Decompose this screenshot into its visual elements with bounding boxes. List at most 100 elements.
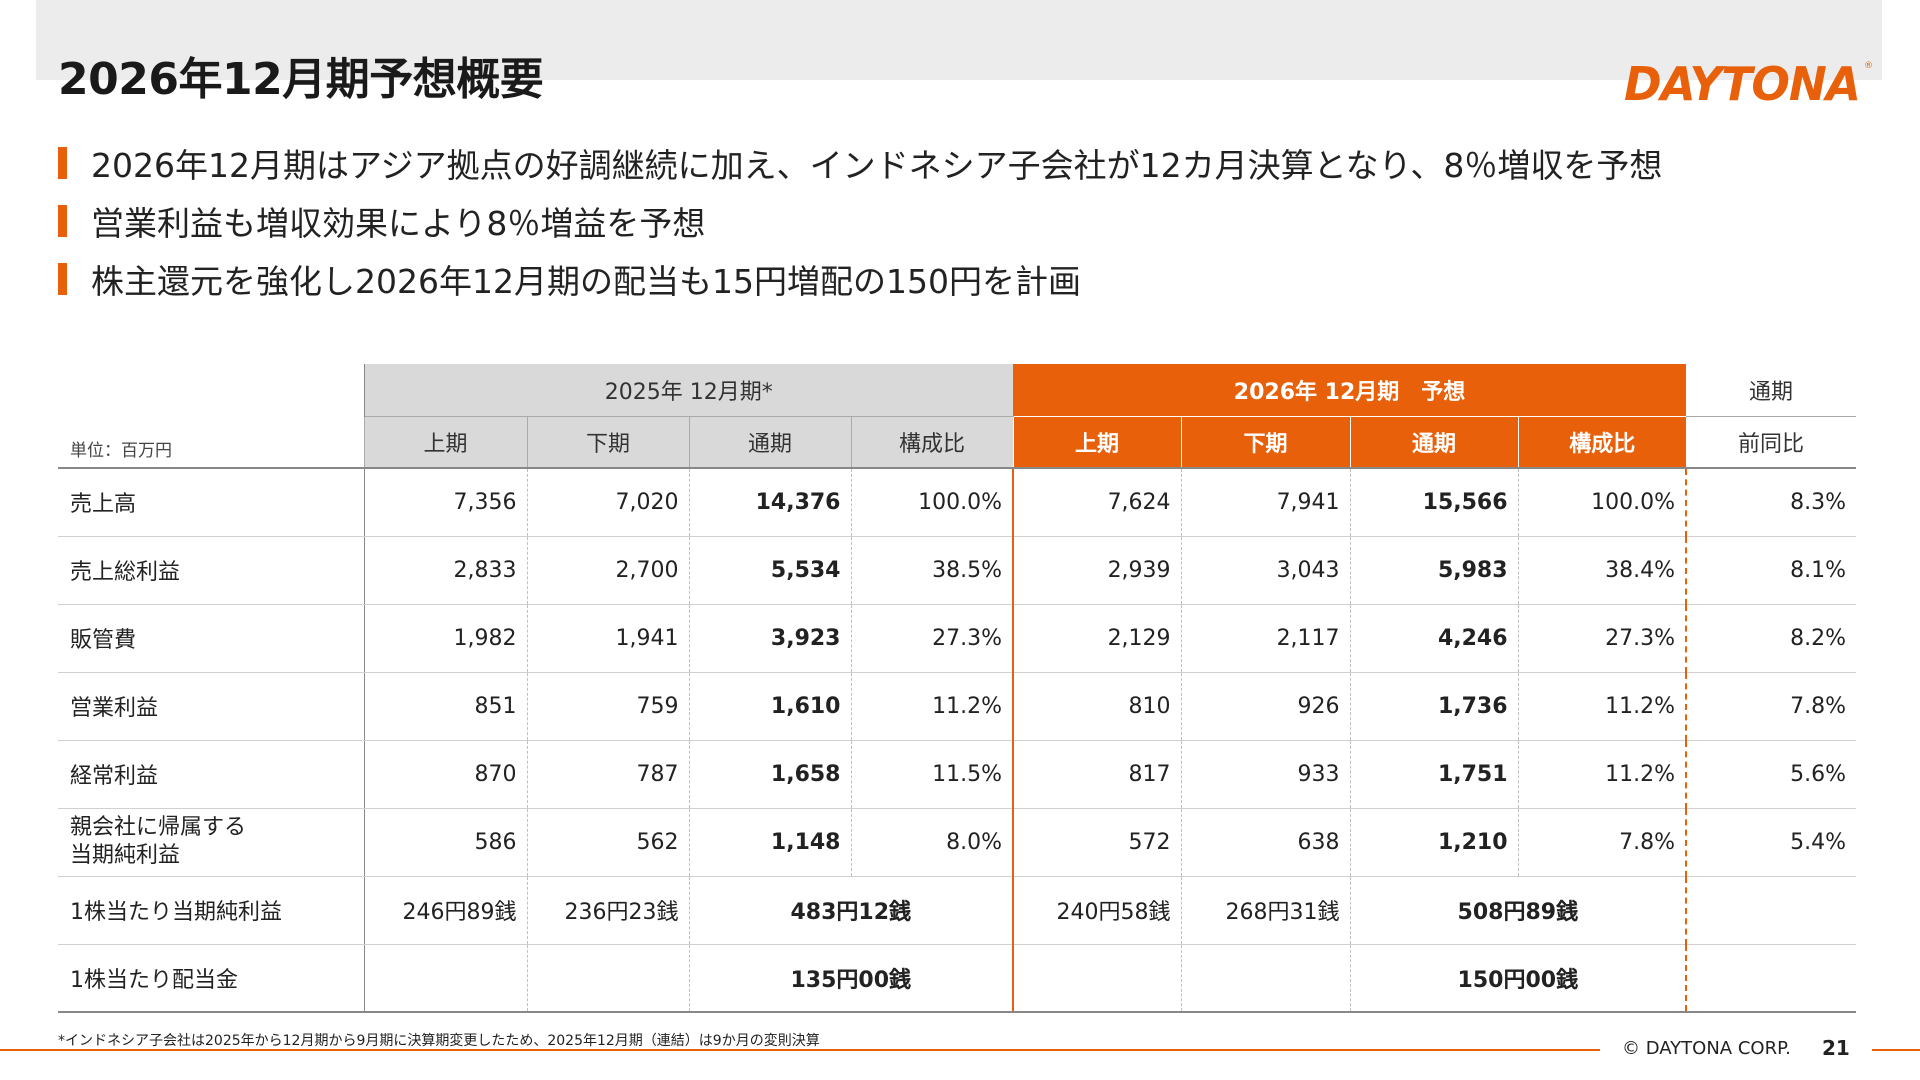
logo-text: DAYTONA <box>1624 57 1860 110</box>
cell: 870 <box>363 740 527 809</box>
row-label: 1株当たり当期純利益 <box>58 876 364 945</box>
table-row-eps: 1株当たり当期純利益 246円89銭 236円23銭 483円12銭 240円5… <box>58 876 1857 945</box>
bullet-item: 営業利益も増収効果により8％増益を予想 <box>58 192 1662 250</box>
cell: 8.1% <box>1686 536 1857 605</box>
cell: 638 <box>1180 808 1351 877</box>
header-2025-ratio: 構成比 <box>850 415 1014 469</box>
bullet-text: 2026年12月期はアジア拠点の好調継続に加え、インドネシア子会社が12カ月決算… <box>91 146 1663 185</box>
row-label: 売上総利益 <box>58 536 364 605</box>
cell: 851 <box>363 672 527 741</box>
cell: 11.2% <box>1517 672 1688 741</box>
header-2025-fy: 通期 <box>688 415 851 469</box>
cell: 1,751 <box>1349 740 1519 809</box>
copyright: © DAYTONA CORP. <box>1622 1038 1791 1059</box>
cell-empty <box>526 944 689 1013</box>
row-label-line1: 親会社に帰属する <box>70 815 247 840</box>
table-row: 営業利益 851 759 1,610 11.2% 810 926 1,736 1… <box>58 672 1857 741</box>
cell: 2,939 <box>1012 536 1182 605</box>
cell: 3,923 <box>688 604 851 673</box>
header-full-year: 通期 <box>1749 379 1794 405</box>
cell: 135円00銭 <box>688 944 1014 1013</box>
cell-empty <box>1686 876 1857 945</box>
header-2025: 2025年 12月期* <box>363 364 1014 416</box>
bullet-item: 2026年12月期はアジア拠点の好調継続に加え、インドネシア子会社が12カ月決算… <box>58 134 1662 192</box>
footer-rule-right <box>1872 1049 1920 1051</box>
cell: 562 <box>526 808 689 877</box>
header-2025-h1: 上期 <box>363 415 527 469</box>
header-2026-fy: 通期 <box>1349 415 1519 469</box>
cell: 2,129 <box>1012 604 1182 673</box>
cell: 1,610 <box>688 672 851 741</box>
cell: 11.2% <box>1517 740 1688 809</box>
row-label: 営業利益 <box>58 672 364 741</box>
cell-empty <box>1180 944 1351 1013</box>
header-2026-h1: 上期 <box>1012 415 1182 469</box>
cell: 572 <box>1012 808 1182 877</box>
header-2026-forecast: 2026年 12月期 予想 <box>1013 364 1687 416</box>
title-band <box>36 0 1882 80</box>
cell: 11.2% <box>850 672 1014 741</box>
cell: 38.5% <box>850 536 1014 605</box>
cell: 4,246 <box>1349 604 1519 673</box>
cell: 759 <box>526 672 689 741</box>
cell: 15,566 <box>1349 468 1519 537</box>
row-label: 親会社に帰属する 当期純利益 <box>58 808 364 877</box>
bullet-marker <box>58 263 67 295</box>
summary-bullets: 2026年12月期はアジア拠点の好調継続に加え、インドネシア子会社が12カ月決算… <box>58 134 1662 308</box>
cell: 7.8% <box>1686 672 1857 741</box>
row-label-line2: 当期純利益 <box>70 843 181 868</box>
cell: 5.4% <box>1686 808 1857 877</box>
cell: 3,043 <box>1180 536 1351 605</box>
cell: 5,983 <box>1349 536 1519 605</box>
cell: 11.5% <box>850 740 1014 809</box>
cell: 508円89銭 <box>1349 876 1688 945</box>
row-label: 経常利益 <box>58 740 364 809</box>
cell: 38.4% <box>1517 536 1688 605</box>
cell: 1,982 <box>363 604 527 673</box>
cell: 8.2% <box>1686 604 1857 673</box>
cell: 5.6% <box>1686 740 1857 809</box>
header-2025-h2: 下期 <box>526 415 689 469</box>
cell: 7,941 <box>1180 468 1351 537</box>
cell: 810 <box>1012 672 1182 741</box>
row-label: 売上高 <box>58 468 364 537</box>
cell: 1,210 <box>1349 808 1519 877</box>
cell: 7,356 <box>363 468 527 537</box>
cell: 240円58銭 <box>1012 876 1182 945</box>
unit-label: 単位：百万円 <box>58 416 364 469</box>
cell-empty <box>1686 944 1857 1013</box>
table-row: 売上高 7,356 7,020 14,376 100.0% 7,624 7,94… <box>58 468 1857 537</box>
cell: 933 <box>1180 740 1351 809</box>
cell: 100.0% <box>1517 468 1688 537</box>
cell: 586 <box>363 808 527 877</box>
cell: 27.3% <box>850 604 1014 673</box>
daytona-logo: DAYTONA ® <box>1624 57 1873 110</box>
cell: 5,534 <box>688 536 851 605</box>
row-label: 販管費 <box>58 604 364 673</box>
cell: 100.0% <box>850 468 1014 537</box>
bullet-marker <box>58 205 67 237</box>
svg-text:®: ® <box>1864 61 1873 71</box>
cell: 817 <box>1012 740 1182 809</box>
page-title: 2026年12月期予想概要 <box>58 54 544 105</box>
cell: 1,658 <box>688 740 851 809</box>
cell: 8.3% <box>1686 468 1857 537</box>
cell: 7,624 <box>1012 468 1182 537</box>
bullet-text: 株主還元を強化し2026年12月期の配当も15円増配の150円を計画 <box>91 262 1081 301</box>
cell: 14,376 <box>688 468 851 537</box>
cell: 246円89銭 <box>363 876 527 945</box>
bullet-item: 株主還元を強化し2026年12月期の配当も15円増配の150円を計画 <box>58 250 1662 308</box>
cell: 1,736 <box>1349 672 1519 741</box>
cell: 2,833 <box>363 536 527 605</box>
footer-rule <box>0 1049 1600 1051</box>
cell: 268円31銭 <box>1180 876 1351 945</box>
cell: 150円00銭 <box>1349 944 1688 1013</box>
row-label: 1株当たり配当金 <box>58 944 364 1013</box>
table-row-dps: 1株当たり配当金 135円00銭 150円00銭 <box>58 944 1857 1013</box>
cell-empty <box>363 944 527 1013</box>
cell: 7.8% <box>1517 808 1688 877</box>
cell: 2,117 <box>1180 604 1351 673</box>
cell: 236円23銭 <box>526 876 689 945</box>
header-2026-h2: 下期 <box>1180 415 1351 469</box>
page-number: 21 <box>1822 1036 1850 1060</box>
